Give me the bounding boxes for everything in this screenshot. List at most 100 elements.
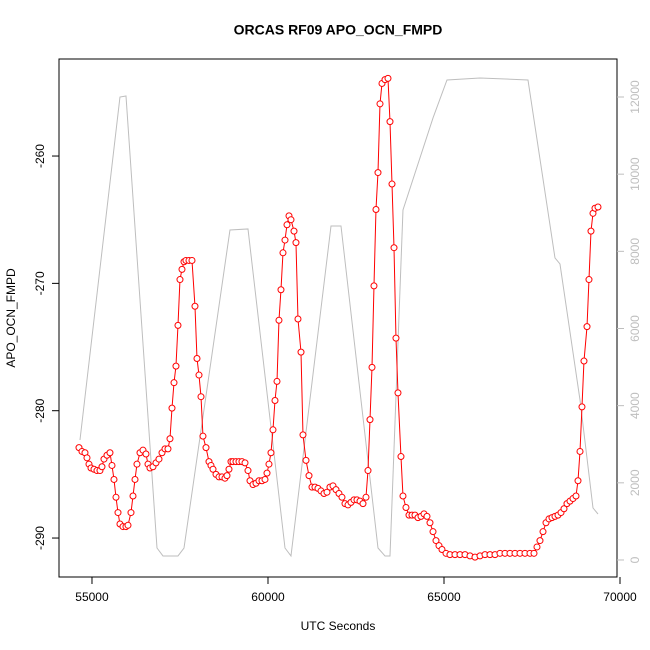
data-point xyxy=(263,469,271,477)
data-point xyxy=(164,445,172,453)
y-tick-label: -290 xyxy=(33,526,47,550)
y2-tick-label: 8000 xyxy=(628,238,642,265)
data-point xyxy=(338,493,346,501)
x-tick-label: 60000 xyxy=(251,590,285,604)
data-point xyxy=(402,503,410,511)
data-point xyxy=(223,472,231,480)
data-point xyxy=(574,477,582,485)
data-point xyxy=(580,357,588,365)
data-point xyxy=(386,118,394,126)
data-point xyxy=(294,315,302,323)
data-point xyxy=(399,492,407,500)
data-point xyxy=(368,363,376,371)
series-line xyxy=(78,77,599,558)
y-tick-label: -280 xyxy=(33,398,47,422)
data-point xyxy=(199,432,207,440)
data-point xyxy=(583,323,591,331)
data-point xyxy=(241,459,249,467)
data-point xyxy=(576,447,584,455)
data-point xyxy=(594,203,602,211)
y2-tick-label: 10000 xyxy=(628,157,642,191)
y2-tick-label: 2000 xyxy=(628,469,642,496)
data-point xyxy=(384,74,392,82)
y-tick-label: -260 xyxy=(33,144,47,168)
data-point xyxy=(364,467,372,475)
data-point xyxy=(362,493,370,501)
data-point xyxy=(302,456,310,464)
data-point xyxy=(202,444,210,452)
data-point xyxy=(281,236,289,244)
data-point xyxy=(572,492,580,500)
y2-tick-label: 4000 xyxy=(628,392,642,419)
data-point xyxy=(530,549,538,557)
data-point xyxy=(193,354,201,362)
data-point xyxy=(166,435,174,443)
data-point xyxy=(374,169,382,177)
data-point xyxy=(279,249,287,257)
data-point xyxy=(155,455,163,463)
data-point xyxy=(195,371,203,379)
data-point xyxy=(390,244,398,252)
x-tick-label: 55000 xyxy=(75,590,109,604)
data-point xyxy=(277,286,285,294)
chart-title: ORCAS RF09 APO_OCN_FMPD xyxy=(234,22,443,38)
data-point xyxy=(178,265,186,273)
data-point xyxy=(305,472,313,480)
data-point xyxy=(244,467,252,475)
data-point xyxy=(292,239,300,247)
data-point xyxy=(261,475,269,483)
data-point xyxy=(283,221,291,229)
data-point xyxy=(106,449,114,457)
data-point xyxy=(392,334,400,342)
data-point xyxy=(397,453,405,461)
data-point xyxy=(267,449,275,457)
data-point xyxy=(376,100,384,108)
data-point xyxy=(271,397,279,405)
data-point xyxy=(587,227,595,235)
data-point xyxy=(124,521,132,529)
data-point xyxy=(432,537,440,545)
data-point xyxy=(578,403,586,411)
data-point xyxy=(197,393,205,401)
x-tick-label: 65000 xyxy=(427,590,461,604)
data-point xyxy=(299,431,307,439)
data-point xyxy=(176,276,184,284)
y-tick-label: -270 xyxy=(33,271,47,295)
data-point xyxy=(536,537,544,545)
data-point xyxy=(174,321,182,329)
plot-frame xyxy=(58,58,618,578)
y-axis-label: APO_OCN_FMPD xyxy=(4,268,18,368)
data-point xyxy=(188,256,196,264)
data-point xyxy=(585,276,593,284)
data-point xyxy=(170,379,178,387)
data-point xyxy=(127,509,135,517)
data-point xyxy=(83,454,91,462)
data-point xyxy=(209,465,217,473)
data-point xyxy=(426,519,434,527)
y2-tick-label: 12000 xyxy=(628,80,642,114)
data-point xyxy=(366,416,374,424)
data-point xyxy=(191,302,199,310)
x-tick-label: 70000 xyxy=(603,590,637,604)
data-point xyxy=(168,404,176,412)
data-point xyxy=(98,463,106,471)
data-point xyxy=(114,509,122,517)
data-point xyxy=(275,316,283,324)
data-point xyxy=(225,465,233,473)
data-point xyxy=(533,543,541,551)
data-point xyxy=(539,528,547,536)
data-point xyxy=(423,512,431,520)
data-point xyxy=(388,180,396,188)
x-axis-label: UTC Seconds xyxy=(301,619,376,633)
data-point xyxy=(560,505,568,513)
data-point xyxy=(172,362,180,370)
data-point xyxy=(297,348,305,356)
data-point xyxy=(265,460,273,468)
data-point xyxy=(323,488,331,496)
data-point xyxy=(108,461,116,469)
data-point xyxy=(372,206,380,214)
data-point xyxy=(359,500,367,508)
data-point xyxy=(110,475,118,483)
